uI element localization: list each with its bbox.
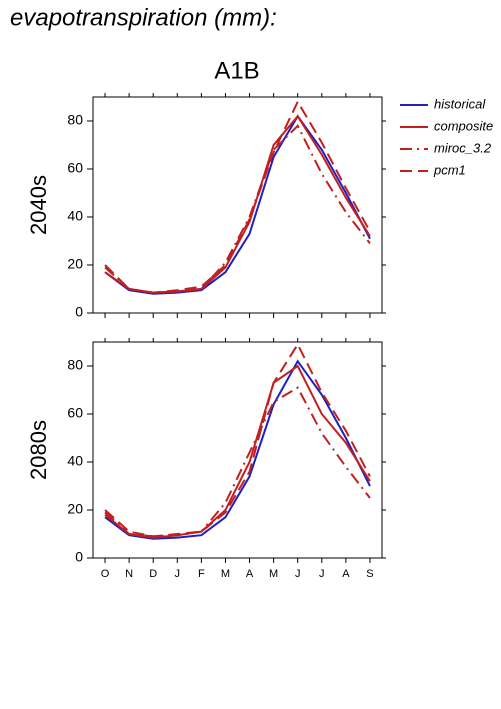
y-tick-label: 20: [67, 256, 83, 272]
x-tick-label: D: [149, 568, 157, 580]
y-tick-label: 20: [67, 501, 83, 517]
x-tick-label: M: [221, 568, 230, 580]
y-axis-label: 2080s: [26, 420, 51, 480]
scenario-title: A1B: [214, 57, 259, 84]
data-line: [104, 342, 371, 538]
x-tick-label: J: [319, 568, 325, 580]
x-tick-label: F: [198, 568, 205, 580]
data-line: [104, 114, 371, 295]
y-tick-label: 80: [67, 357, 83, 373]
y-tick-label: 60: [67, 405, 83, 421]
plot-frame: [92, 341, 383, 559]
x-tick-label: J: [295, 568, 301, 580]
data-line: [104, 114, 371, 294]
legend-label: pcm1: [433, 162, 466, 177]
y-tick-label: 0: [75, 549, 83, 565]
data-line: [104, 364, 371, 539]
data-line: [104, 99, 371, 294]
y-tick-label: 60: [67, 160, 83, 176]
x-tick-label: S: [366, 568, 373, 580]
y-tick-label: 40: [67, 208, 83, 224]
legend-label: miroc_3.2: [434, 140, 492, 155]
data-line: [104, 386, 371, 538]
legend-label: historical: [434, 96, 486, 111]
x-tick-label: M: [269, 568, 278, 580]
x-tick-label: A: [342, 568, 350, 580]
plot-frame: [92, 96, 383, 314]
x-tick-label: J: [175, 568, 181, 580]
x-tick-label: O: [101, 568, 110, 580]
x-tick-label: A: [246, 568, 254, 580]
data-line: [104, 359, 371, 540]
page-title: evapotranspiration (mm):: [10, 4, 277, 31]
legend-label: composite: [434, 118, 493, 133]
data-line: [104, 124, 371, 294]
y-tick-label: 40: [67, 453, 83, 469]
y-tick-label: 80: [67, 112, 83, 128]
y-axis-label: 2040s: [26, 175, 51, 235]
x-tick-label: N: [125, 568, 133, 580]
y-tick-label: 0: [75, 304, 83, 320]
